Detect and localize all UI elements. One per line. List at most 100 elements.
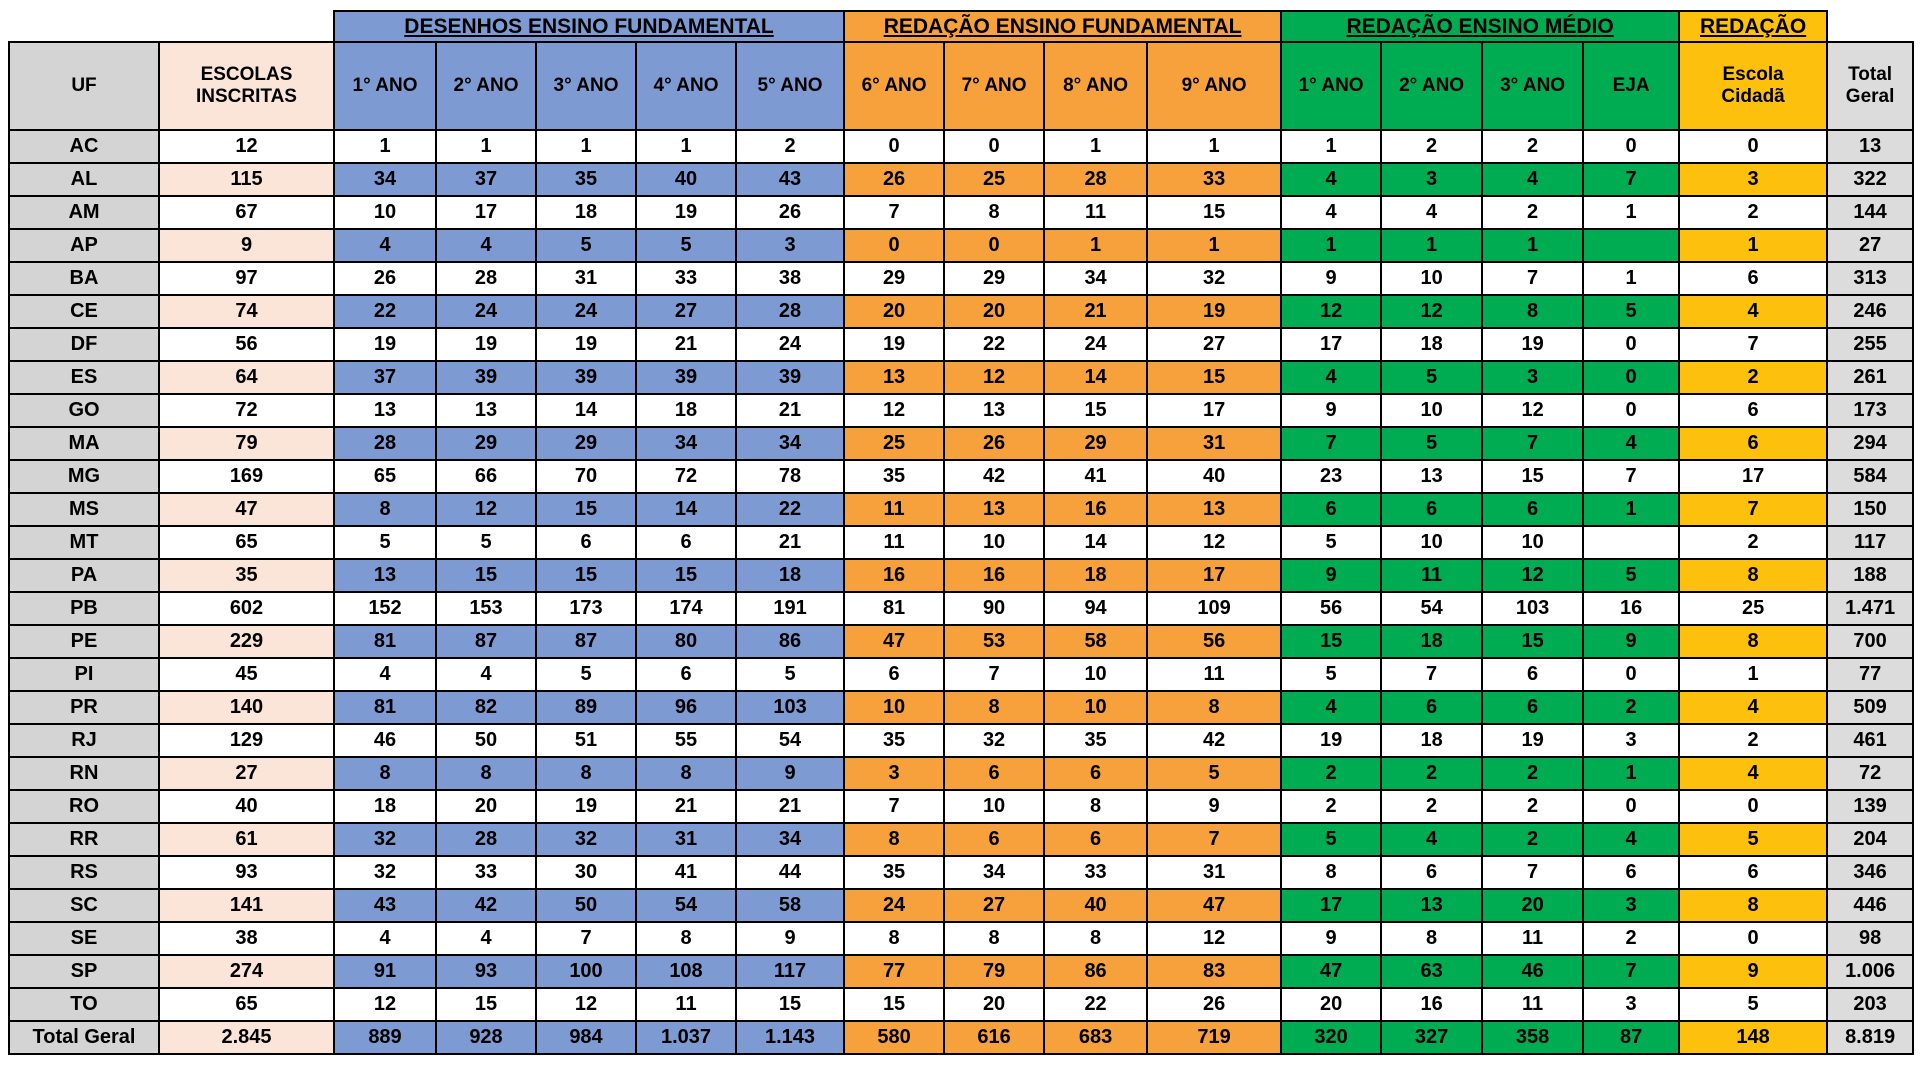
- cell: 16: [1043, 492, 1149, 527]
- cell: 15: [843, 987, 946, 1022]
- row-label-rs: RS: [8, 855, 160, 890]
- cell: 21: [635, 327, 737, 362]
- cell: 0: [1582, 789, 1681, 824]
- cell: 984: [535, 1020, 637, 1055]
- cell: 889: [333, 1020, 437, 1055]
- cell: 9: [1146, 789, 1283, 824]
- cell: 6: [1481, 657, 1585, 692]
- cell: 39: [635, 360, 737, 395]
- cell: 72: [1826, 756, 1915, 791]
- cell: 53: [943, 624, 1046, 659]
- cell: 37: [435, 162, 537, 197]
- cell: 87: [435, 624, 537, 659]
- cell: 35: [535, 162, 637, 197]
- cell: 18: [734, 558, 846, 593]
- cell: 14: [635, 492, 737, 527]
- cell: 39: [734, 360, 846, 395]
- cell: 34: [1043, 261, 1149, 296]
- cell: 40: [1043, 888, 1149, 923]
- cell: 47: [158, 492, 335, 527]
- cell: 7: [1678, 327, 1829, 362]
- cell: 9: [158, 228, 335, 263]
- column-header-5-ano: 5° ANO: [734, 41, 846, 131]
- cell: 1: [635, 129, 737, 164]
- group-header-redacao-ensino-fundamental: REDAÇÃO ENSINO FUNDAMENTAL: [843, 10, 1283, 43]
- cell: 6: [1380, 690, 1484, 725]
- cell: 20: [843, 294, 946, 329]
- cell: 4: [1280, 195, 1383, 230]
- cell: 8: [1380, 921, 1484, 956]
- cell: 29: [535, 426, 637, 461]
- cell: 13: [333, 393, 437, 428]
- cell: 274: [158, 954, 335, 989]
- cell: 9: [1280, 921, 1383, 956]
- cell: 16: [1582, 591, 1681, 626]
- cell: 66: [435, 459, 537, 494]
- cell: 39: [435, 360, 537, 395]
- row-label-ac: AC: [8, 129, 160, 164]
- cell: 5: [1678, 822, 1829, 857]
- cell: 1: [1481, 228, 1585, 263]
- cell: 61: [158, 822, 335, 857]
- cell: 6: [1678, 261, 1829, 296]
- cell: 56: [1146, 624, 1283, 659]
- table-row-es: ES 64 37 39 39 39 39 13 12 14 15 4 5 3 0 2 261: [8, 360, 1915, 395]
- cell: 294: [1826, 426, 1915, 461]
- cell: 87: [535, 624, 637, 659]
- cell: 8: [1280, 855, 1383, 890]
- cell: 21: [734, 525, 846, 560]
- cell: 8: [635, 756, 737, 791]
- cell: 3: [1678, 162, 1829, 197]
- cell: 55: [635, 723, 737, 758]
- cell: 16: [943, 558, 1046, 593]
- table-row-ap: AP 9 4 4 5 5 3 0 0 1 1 1 1 1 1 27: [8, 228, 1915, 263]
- row-label-pe: PE: [8, 624, 160, 659]
- cell: 602: [158, 591, 335, 626]
- cell: 4: [1380, 195, 1484, 230]
- cell: 10: [943, 525, 1046, 560]
- table-row-pa: PA 35 13 15 15 15 18 16 16 18 17 9 11 12 5 8 188: [8, 558, 1915, 593]
- cell: 5: [1280, 822, 1383, 857]
- column-header-6-ano: 6° ANO: [843, 41, 946, 131]
- cell: 50: [435, 723, 537, 758]
- cell: 5: [1380, 426, 1484, 461]
- cell: 12: [158, 129, 335, 164]
- cell: 8: [943, 921, 1046, 956]
- cell: 8: [1043, 921, 1149, 956]
- cell: 26: [333, 261, 437, 296]
- cell: 82: [435, 690, 537, 725]
- table-row-pr: PR 140 81 82 89 96 103 10 8 10 8 4 6 6 2 4 509: [8, 690, 1915, 725]
- cell: 39: [535, 360, 637, 395]
- cell: 17: [1280, 888, 1383, 923]
- cell: 115: [158, 162, 335, 197]
- cell: 34: [943, 855, 1046, 890]
- cell: 4: [1280, 690, 1383, 725]
- cell: 26: [1146, 987, 1283, 1022]
- cell: 8: [1678, 558, 1829, 593]
- table-row-ms: MS 47 8 12 15 14 22 11 13 16 13 6 6 6 1 7 150: [8, 492, 1915, 527]
- cell: 14: [535, 393, 637, 428]
- cell: 80: [635, 624, 737, 659]
- table-row-am: AM 67 10 17 18 19 26 7 8 11 15 4 4 2 1 2 144: [8, 195, 1915, 230]
- cell: 18: [535, 195, 637, 230]
- cell: 58: [734, 888, 846, 923]
- cell: 28: [435, 822, 537, 857]
- cell: 12: [333, 987, 437, 1022]
- cell: 2: [1582, 921, 1681, 956]
- cell: 5: [1582, 294, 1681, 329]
- corner-empty-left: [9, 11, 334, 42]
- cell: 20: [943, 294, 1046, 329]
- cell: 63: [1380, 954, 1484, 989]
- cell: 7: [1481, 426, 1585, 461]
- cell: 29: [943, 261, 1046, 296]
- cell: 0: [843, 228, 946, 263]
- cell: 19: [1146, 294, 1283, 329]
- cell: 81: [333, 690, 437, 725]
- cell: 0: [1678, 789, 1829, 824]
- cell: 255: [1826, 327, 1915, 362]
- cell: 91: [333, 954, 437, 989]
- cell: 25: [943, 162, 1046, 197]
- cell: 1: [1280, 129, 1383, 164]
- cell: 8: [1678, 888, 1829, 923]
- column-header-2-ano: 2° ANO: [1380, 41, 1484, 131]
